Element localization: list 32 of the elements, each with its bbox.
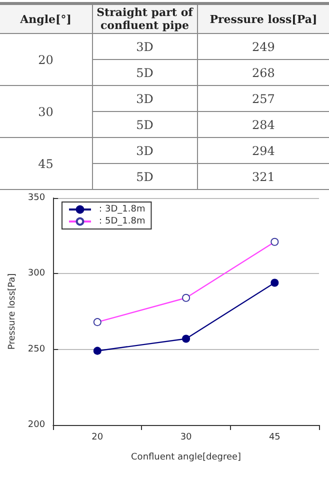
x-tick-label: 45 [268, 432, 280, 442]
text: 5D [92, 112, 198, 138]
point [270, 278, 279, 287]
y-tick-label: 250 [28, 344, 46, 354]
text: 294 [197, 138, 329, 164]
y-axis-title: Pressure loss[Pa] [8, 273, 18, 350]
text: 30 [0, 86, 92, 138]
text: Straight part of confluent pipe [92, 4, 198, 34]
text: 257 [197, 86, 329, 112]
text: 268 [197, 60, 329, 86]
text: 3D [92, 138, 198, 164]
x-tick-label: 20 [92, 432, 104, 442]
text: 284 [197, 112, 329, 138]
text: 3D [92, 86, 198, 112]
text: Angle[°] [0, 4, 92, 34]
y-tick-label: 200 [28, 420, 46, 430]
x-tick-label: 30 [180, 432, 192, 442]
legend-label: ：5D_1.8m [96, 216, 146, 226]
text: 20 [0, 34, 92, 86]
text: 3D [92, 34, 198, 60]
point [93, 346, 102, 355]
text: 5D [92, 60, 198, 86]
text: 249 [197, 34, 329, 60]
point [182, 334, 190, 343]
legend-label: ：3D_1.8m [96, 204, 146, 214]
text: 45 [0, 138, 92, 190]
x-axis-title: Confluent angle[degree] [131, 452, 242, 462]
text: Pressure loss[Pa] [197, 4, 329, 34]
y-tick-label: 300 [28, 268, 46, 279]
text: 321 [197, 164, 329, 190]
y-tick-label: 350 [28, 193, 46, 203]
text: 5D [92, 164, 198, 190]
